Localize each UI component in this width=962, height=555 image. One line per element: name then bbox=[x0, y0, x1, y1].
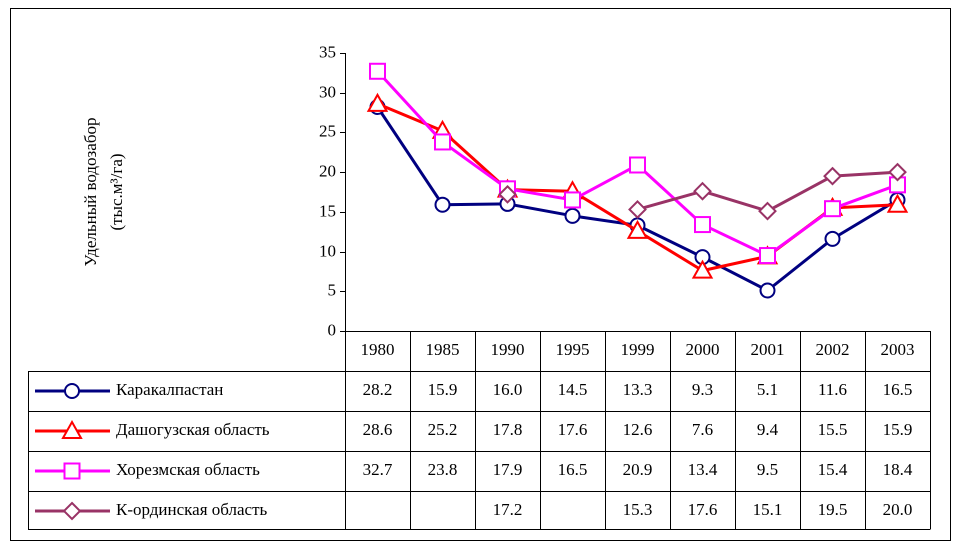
marker bbox=[824, 230, 841, 247]
y-axis-label: Удельный водозабор bbox=[81, 118, 100, 267]
x-tick-label: 2001 bbox=[751, 340, 785, 359]
table-value: 12.6 bbox=[623, 420, 653, 439]
x-tick-label: 1995 bbox=[556, 340, 590, 359]
marker bbox=[888, 162, 907, 182]
table-value: 9.4 bbox=[757, 420, 779, 439]
marker bbox=[434, 133, 451, 151]
table-value: 15.3 bbox=[623, 500, 653, 519]
marker bbox=[694, 216, 711, 234]
table-value: 15.4 bbox=[818, 460, 848, 479]
table-value: 17.8 bbox=[493, 420, 523, 439]
table-value: 15.9 bbox=[883, 420, 913, 439]
legend-label: К-ординская область bbox=[116, 500, 268, 519]
legend-label: Дашогузская область bbox=[116, 420, 270, 439]
table-value: 20.0 bbox=[883, 500, 913, 519]
marker bbox=[759, 282, 776, 299]
table-value: 15.5 bbox=[818, 420, 848, 439]
table-value: 11.6 bbox=[818, 380, 847, 399]
table-value: 23.8 bbox=[428, 460, 458, 479]
legend-label: Хорезмская область bbox=[116, 460, 260, 479]
x-tick-label: 2000 bbox=[686, 340, 720, 359]
y-tick-label: 15 bbox=[319, 201, 336, 220]
y-axis-label: (тыс.м³/га) bbox=[107, 153, 126, 230]
marker bbox=[564, 207, 581, 224]
table-value: 7.6 bbox=[692, 420, 713, 439]
x-tick-label: 1985 bbox=[426, 340, 460, 359]
x-tick-label: 1990 bbox=[491, 340, 525, 359]
marker bbox=[61, 419, 83, 439]
marker bbox=[564, 191, 581, 209]
marker bbox=[629, 156, 646, 174]
table-value: 16.0 bbox=[493, 380, 523, 399]
table-value: 25.2 bbox=[428, 420, 458, 439]
x-tick-label: 1980 bbox=[361, 340, 395, 359]
y-tick-label: 30 bbox=[319, 82, 336, 101]
table-value: 13.3 bbox=[623, 380, 653, 399]
table-value: 16.5 bbox=[558, 460, 588, 479]
marker bbox=[63, 462, 81, 480]
marker bbox=[64, 383, 80, 399]
marker bbox=[759, 247, 776, 265]
table-value: 17.9 bbox=[493, 460, 523, 479]
marker bbox=[691, 259, 714, 279]
table-value: 13.4 bbox=[688, 460, 718, 479]
marker bbox=[693, 181, 712, 201]
table-value: 17.6 bbox=[558, 420, 588, 439]
marker bbox=[434, 196, 451, 213]
y-tick-label: 35 bbox=[319, 42, 336, 61]
marker bbox=[758, 201, 777, 221]
marker bbox=[366, 92, 389, 112]
marker bbox=[62, 501, 82, 521]
table-value: 16.5 bbox=[883, 380, 913, 399]
table-value: 9.3 bbox=[692, 380, 713, 399]
y-tick-label: 5 bbox=[328, 280, 337, 299]
y-tick-label: 10 bbox=[319, 241, 336, 260]
marker bbox=[498, 184, 517, 204]
x-tick-label: 1999 bbox=[621, 340, 655, 359]
marker bbox=[628, 200, 647, 219]
table-value: 14.5 bbox=[558, 380, 588, 399]
table-value: 5.1 bbox=[757, 380, 778, 399]
y-tick-label: 0 bbox=[328, 320, 337, 339]
table-value: 18.4 bbox=[883, 460, 913, 479]
table-value: 17.6 bbox=[688, 500, 718, 519]
table-value: 32.7 bbox=[363, 460, 393, 479]
table-value: 15.9 bbox=[428, 380, 458, 399]
table-value: 20.9 bbox=[623, 460, 653, 479]
x-tick-label: 2003 bbox=[881, 340, 915, 359]
y-tick-label: 20 bbox=[319, 161, 336, 180]
marker bbox=[823, 166, 842, 186]
table-value: 15.1 bbox=[753, 500, 783, 519]
table-value: 17.2 bbox=[493, 500, 523, 519]
marker bbox=[886, 193, 909, 213]
y-tick-label: 25 bbox=[319, 121, 336, 140]
x-tick-label: 2002 bbox=[816, 340, 850, 359]
marker bbox=[824, 200, 841, 218]
table-value: 19.5 bbox=[818, 500, 848, 519]
marker bbox=[626, 219, 649, 239]
table-value: 9.5 bbox=[757, 460, 778, 479]
marker bbox=[369, 62, 386, 80]
table-value: 28.2 bbox=[363, 380, 393, 399]
legend-label: Каракалпастан bbox=[116, 380, 223, 399]
table-value: 28.6 bbox=[363, 420, 393, 439]
